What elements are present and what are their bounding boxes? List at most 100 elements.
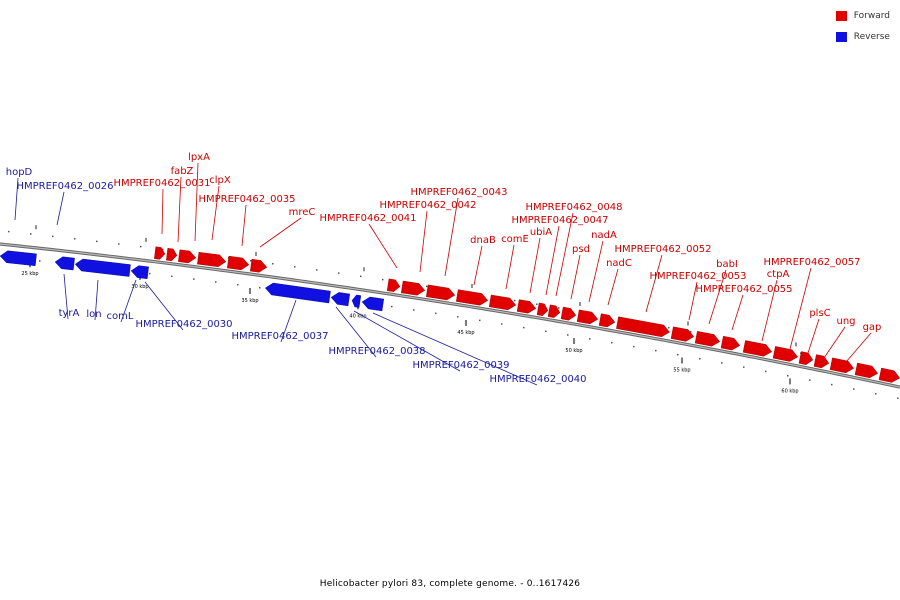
- gene-label-forward[interactable]: HMPREF0462_0041: [319, 213, 416, 224]
- tick-minor: [690, 331, 692, 333]
- tick-minor: [545, 330, 547, 333]
- leader-line: [194, 162, 199, 242]
- tick-minor: [215, 281, 217, 283]
- gene-arrow-forward[interactable]: [400, 280, 426, 296]
- gene-arrow-forward[interactable]: [616, 316, 670, 338]
- tick-minor: [435, 312, 437, 315]
- leader-line: [353, 310, 461, 372]
- gene-label-forward[interactable]: HMPREF0462_0043: [410, 187, 507, 198]
- gene-label-reverse[interactable]: HMPREF0462_0030: [135, 319, 232, 330]
- gene-label-forward[interactable]: HMPREF0462_0053: [649, 271, 746, 282]
- leader-line: [473, 245, 483, 286]
- gene-arrow-reverse[interactable]: [54, 256, 75, 271]
- gene-label-reverse[interactable]: HMPREF0462_0039: [412, 360, 509, 371]
- leader-line: [645, 254, 663, 313]
- tick-minor: [655, 349, 657, 352]
- gene-arrow-forward[interactable]: [878, 367, 900, 384]
- tick-minor: [171, 275, 173, 278]
- gene-arrow-reverse[interactable]: [130, 265, 149, 280]
- gene-label-forward[interactable]: HMPREF0462_0057: [763, 257, 860, 268]
- leader-line: [419, 210, 428, 273]
- tick-minor: [237, 284, 239, 286]
- leader-line: [259, 217, 302, 248]
- leader-line: [807, 318, 820, 354]
- gene-label-forward[interactable]: HMPREF0462_0055: [695, 284, 792, 295]
- gene-arrow-reverse[interactable]: [264, 282, 331, 304]
- gene-label-forward[interactable]: fabZ: [171, 166, 194, 177]
- gene-arrow-reverse[interactable]: [74, 258, 131, 277]
- gene-arrow-forward[interactable]: [154, 246, 166, 260]
- gene-arrow-forward[interactable]: [829, 357, 855, 374]
- gene-arrow-forward[interactable]: [694, 331, 721, 347]
- gene-label-forward[interactable]: HMPREF0462_0047: [511, 215, 608, 226]
- gene-arrow-forward[interactable]: [178, 249, 197, 264]
- gene-arrow-forward[interactable]: [197, 251, 227, 268]
- gene-label-forward[interactable]: dnaB: [470, 235, 496, 246]
- gene-label-forward[interactable]: comE: [501, 234, 529, 245]
- gene-arrow-forward[interactable]: [166, 248, 178, 262]
- gene-label-reverse[interactable]: lon: [86, 309, 101, 320]
- gene-arrow-forward[interactable]: [426, 284, 456, 301]
- gene-label-reverse[interactable]: HMPREF0462_0026: [16, 181, 113, 192]
- gene-label-forward[interactable]: lpxA: [188, 152, 210, 163]
- gene-label-forward[interactable]: HMPREF0462_0042: [379, 200, 476, 211]
- gene-arrow-reverse[interactable]: [361, 296, 384, 312]
- gene-arrow-forward[interactable]: [488, 294, 517, 311]
- gene-arrow-forward[interactable]: [576, 309, 599, 325]
- legend-label-forward: Forward: [853, 11, 890, 21]
- gene-arrow-forward[interactable]: [250, 258, 268, 273]
- gene-label-forward[interactable]: ung: [836, 316, 855, 327]
- gene-label-forward[interactable]: HMPREF0462_0048: [525, 202, 622, 213]
- gene-label-reverse[interactable]: tyrA: [59, 308, 80, 319]
- gene-arrow-forward[interactable]: [547, 304, 561, 319]
- gene-label-forward[interactable]: HMPREF0462_0031: [113, 178, 210, 189]
- gene-label-reverse[interactable]: HMPREF0462_0037: [231, 331, 328, 342]
- leader-line: [761, 279, 778, 342]
- gene-label-reverse[interactable]: HMPREF0462_0040: [489, 374, 586, 385]
- tick-minor: [360, 275, 362, 278]
- gene-arrow-forward[interactable]: [386, 278, 401, 293]
- gene-label-forward[interactable]: ctpA: [767, 269, 790, 280]
- gene-label-reverse[interactable]: hopD: [6, 167, 33, 178]
- gene-arrow-forward[interactable]: [516, 299, 537, 315]
- gene-arrow-forward[interactable]: [536, 302, 549, 317]
- gene-arrow-reverse[interactable]: [0, 250, 37, 267]
- tick-minor: [294, 266, 296, 268]
- gene-arrow-forward[interactable]: [670, 326, 695, 343]
- gene-arrow-forward[interactable]: [598, 313, 616, 328]
- gene-label-forward[interactable]: ubiA: [530, 227, 552, 238]
- tick-minor: [8, 230, 10, 233]
- leader-line: [708, 269, 727, 325]
- gene-label-forward[interactable]: babI: [716, 259, 738, 270]
- tick-label: 60 kbp: [781, 388, 798, 394]
- gene-arrow-forward[interactable]: [742, 340, 773, 357]
- gene-arrow-forward[interactable]: [854, 362, 879, 379]
- gene-label-forward[interactable]: HMPREF0462_0035: [198, 194, 295, 205]
- leader-line: [335, 306, 377, 358]
- tick-minor: [721, 362, 723, 364]
- gene-label-forward[interactable]: plsC: [809, 308, 830, 319]
- reverse-swatch-icon: [835, 32, 847, 42]
- gene-label-forward[interactable]: gap: [863, 322, 882, 333]
- gene-arrow-forward[interactable]: [456, 289, 489, 307]
- gene-arrow-reverse[interactable]: [351, 294, 362, 308]
- gene-arrow-forward[interactable]: [227, 255, 250, 271]
- gene-arrow-forward[interactable]: [772, 346, 799, 362]
- gene-arrow-forward[interactable]: [813, 354, 830, 370]
- gene-label-forward[interactable]: HMPREF0462_0052: [614, 244, 711, 255]
- gene-arrow-forward[interactable]: [720, 335, 741, 351]
- gene-label-forward[interactable]: nadC: [606, 258, 632, 269]
- gene-arrow-forward[interactable]: [798, 351, 814, 366]
- gene-label-reverse[interactable]: comL: [107, 311, 134, 322]
- gene-label-forward[interactable]: psd: [572, 244, 590, 255]
- gene-label-forward[interactable]: nadA: [591, 230, 617, 241]
- tick-minor: [743, 366, 745, 368]
- gene-label-reverse[interactable]: HMPREF0462_0038: [328, 346, 425, 357]
- gene-arrow-reverse[interactable]: [330, 291, 350, 307]
- leader-line: [56, 191, 65, 226]
- gene-arrow-forward[interactable]: [560, 306, 577, 321]
- gene-label-forward[interactable]: clpX: [209, 175, 231, 186]
- gene-label-forward[interactable]: mreC: [289, 207, 316, 218]
- leader-line: [505, 244, 515, 290]
